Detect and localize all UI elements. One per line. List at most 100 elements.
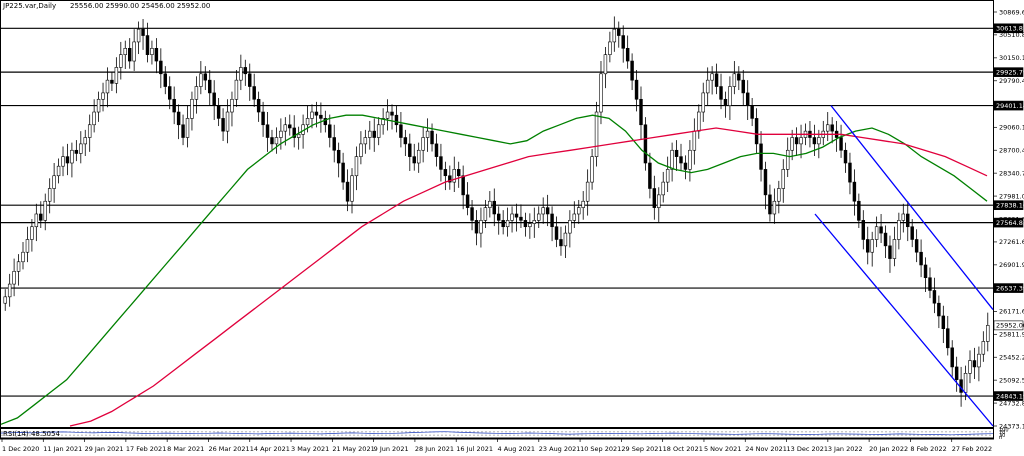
candle-body bbox=[243, 67, 248, 75]
candle-body bbox=[345, 181, 350, 202]
candle-body bbox=[719, 86, 723, 100]
candle-body bbox=[532, 220, 537, 224]
candle-body bbox=[430, 130, 434, 145]
price-tick-label: 24732.80 bbox=[999, 399, 1024, 407]
candle-body bbox=[710, 73, 714, 81]
candle-body bbox=[923, 264, 928, 279]
time-tick-label: 4 Aug 2021 bbox=[498, 445, 536, 453]
candle-body bbox=[399, 124, 403, 138]
candle-body bbox=[439, 156, 443, 170]
candle-body bbox=[39, 213, 43, 221]
price-tick-label: 30510.80 bbox=[999, 31, 1024, 39]
rsi-tick-label: 70 bbox=[999, 430, 1005, 436]
candle-body bbox=[336, 149, 341, 164]
candle-body bbox=[465, 194, 470, 208]
channel-lower-line bbox=[814, 213, 994, 427]
candle-body bbox=[870, 239, 874, 253]
candle-body bbox=[181, 124, 185, 138]
candle-body bbox=[554, 226, 559, 240]
candle-body bbox=[732, 73, 737, 87]
candle-body bbox=[697, 111, 701, 132]
time-tick-label: 21 May 2021 bbox=[332, 445, 374, 453]
candle-body bbox=[910, 226, 914, 240]
candle-body bbox=[643, 124, 648, 164]
time-tick-label: 17 Feb 2021 bbox=[126, 445, 166, 453]
rsi-label: RSI(14) 48.5054 bbox=[3, 430, 60, 438]
candle-body bbox=[416, 149, 421, 164]
time-tick-label: 24 Nov 2021 bbox=[745, 445, 787, 453]
candle-body bbox=[497, 213, 501, 221]
candle-body bbox=[914, 239, 919, 253]
candle-body bbox=[928, 277, 932, 291]
candle-body bbox=[634, 79, 639, 100]
candle-body bbox=[163, 73, 167, 87]
candle-body bbox=[87, 124, 92, 138]
candle-body bbox=[461, 175, 465, 196]
candle-body bbox=[221, 118, 225, 132]
candle-body bbox=[963, 373, 968, 393]
price-tick-label: 28340.70 bbox=[999, 169, 1024, 177]
candle-body bbox=[310, 111, 314, 119]
candle-body bbox=[563, 232, 568, 247]
candle-body bbox=[679, 156, 683, 164]
price-tick-label: 29790.40 bbox=[999, 77, 1024, 85]
price-tick-label: 29060.10 bbox=[999, 124, 1024, 132]
candle-body bbox=[270, 137, 274, 145]
candle-body bbox=[523, 220, 528, 228]
candle-body bbox=[723, 98, 728, 106]
candle-body bbox=[390, 111, 394, 116]
candle-body bbox=[421, 137, 425, 151]
candle-body bbox=[323, 118, 328, 126]
time-tick-label: 11 Jan 2021 bbox=[43, 445, 82, 453]
candle-body bbox=[279, 130, 283, 138]
candle-body bbox=[528, 223, 532, 228]
time-tick-label: 10 Sep 2021 bbox=[580, 445, 621, 453]
price-panel-frame bbox=[0, 0, 994, 428]
candle-body bbox=[145, 35, 150, 55]
candle-body bbox=[412, 156, 416, 164]
candle-body bbox=[381, 118, 385, 126]
candle-body bbox=[537, 213, 541, 221]
candle-body bbox=[34, 213, 39, 228]
rsi-line bbox=[0, 431, 994, 436]
candle-body bbox=[754, 118, 759, 145]
candle-body bbox=[790, 137, 794, 151]
time-tick-label: 23 Aug 2021 bbox=[539, 445, 581, 453]
level-tag-label: 30613.87 bbox=[996, 25, 1024, 33]
time-tick-label: 5 Nov 2021 bbox=[704, 445, 742, 453]
candles bbox=[3, 16, 990, 407]
candle-body bbox=[47, 188, 52, 202]
candle-body bbox=[768, 194, 772, 215]
candle-body bbox=[488, 200, 492, 208]
time-tick-label: 9 Jun 2021 bbox=[374, 445, 409, 453]
candle-body bbox=[172, 98, 176, 113]
candle-body bbox=[897, 220, 901, 240]
candle-body bbox=[483, 207, 488, 221]
candle-body bbox=[332, 137, 336, 151]
time-tick-label: 3 May 2021 bbox=[291, 445, 329, 453]
candle-body bbox=[812, 137, 817, 145]
candle-body bbox=[799, 137, 803, 145]
candle-body bbox=[101, 92, 105, 100]
candle-body bbox=[630, 60, 634, 81]
level-tag bbox=[993, 320, 1024, 331]
candle-body bbox=[826, 124, 830, 132]
price-tick-label: 27981.00 bbox=[999, 192, 1024, 200]
level-tag bbox=[993, 283, 1024, 293]
candle-body bbox=[74, 149, 79, 154]
candle-body bbox=[110, 79, 114, 84]
candle-body bbox=[594, 111, 599, 157]
price-tick-label: 25452.20 bbox=[999, 354, 1024, 362]
candle-body bbox=[639, 98, 643, 126]
candle-body bbox=[968, 360, 972, 374]
candle-body bbox=[190, 98, 194, 119]
level-tag-label: 27838.10 bbox=[996, 201, 1024, 209]
candle-body bbox=[505, 220, 510, 228]
candle-body bbox=[674, 149, 679, 157]
candle-body bbox=[848, 162, 852, 183]
candle-body bbox=[981, 341, 986, 355]
candle-body bbox=[350, 175, 354, 202]
candle-body bbox=[648, 162, 652, 189]
